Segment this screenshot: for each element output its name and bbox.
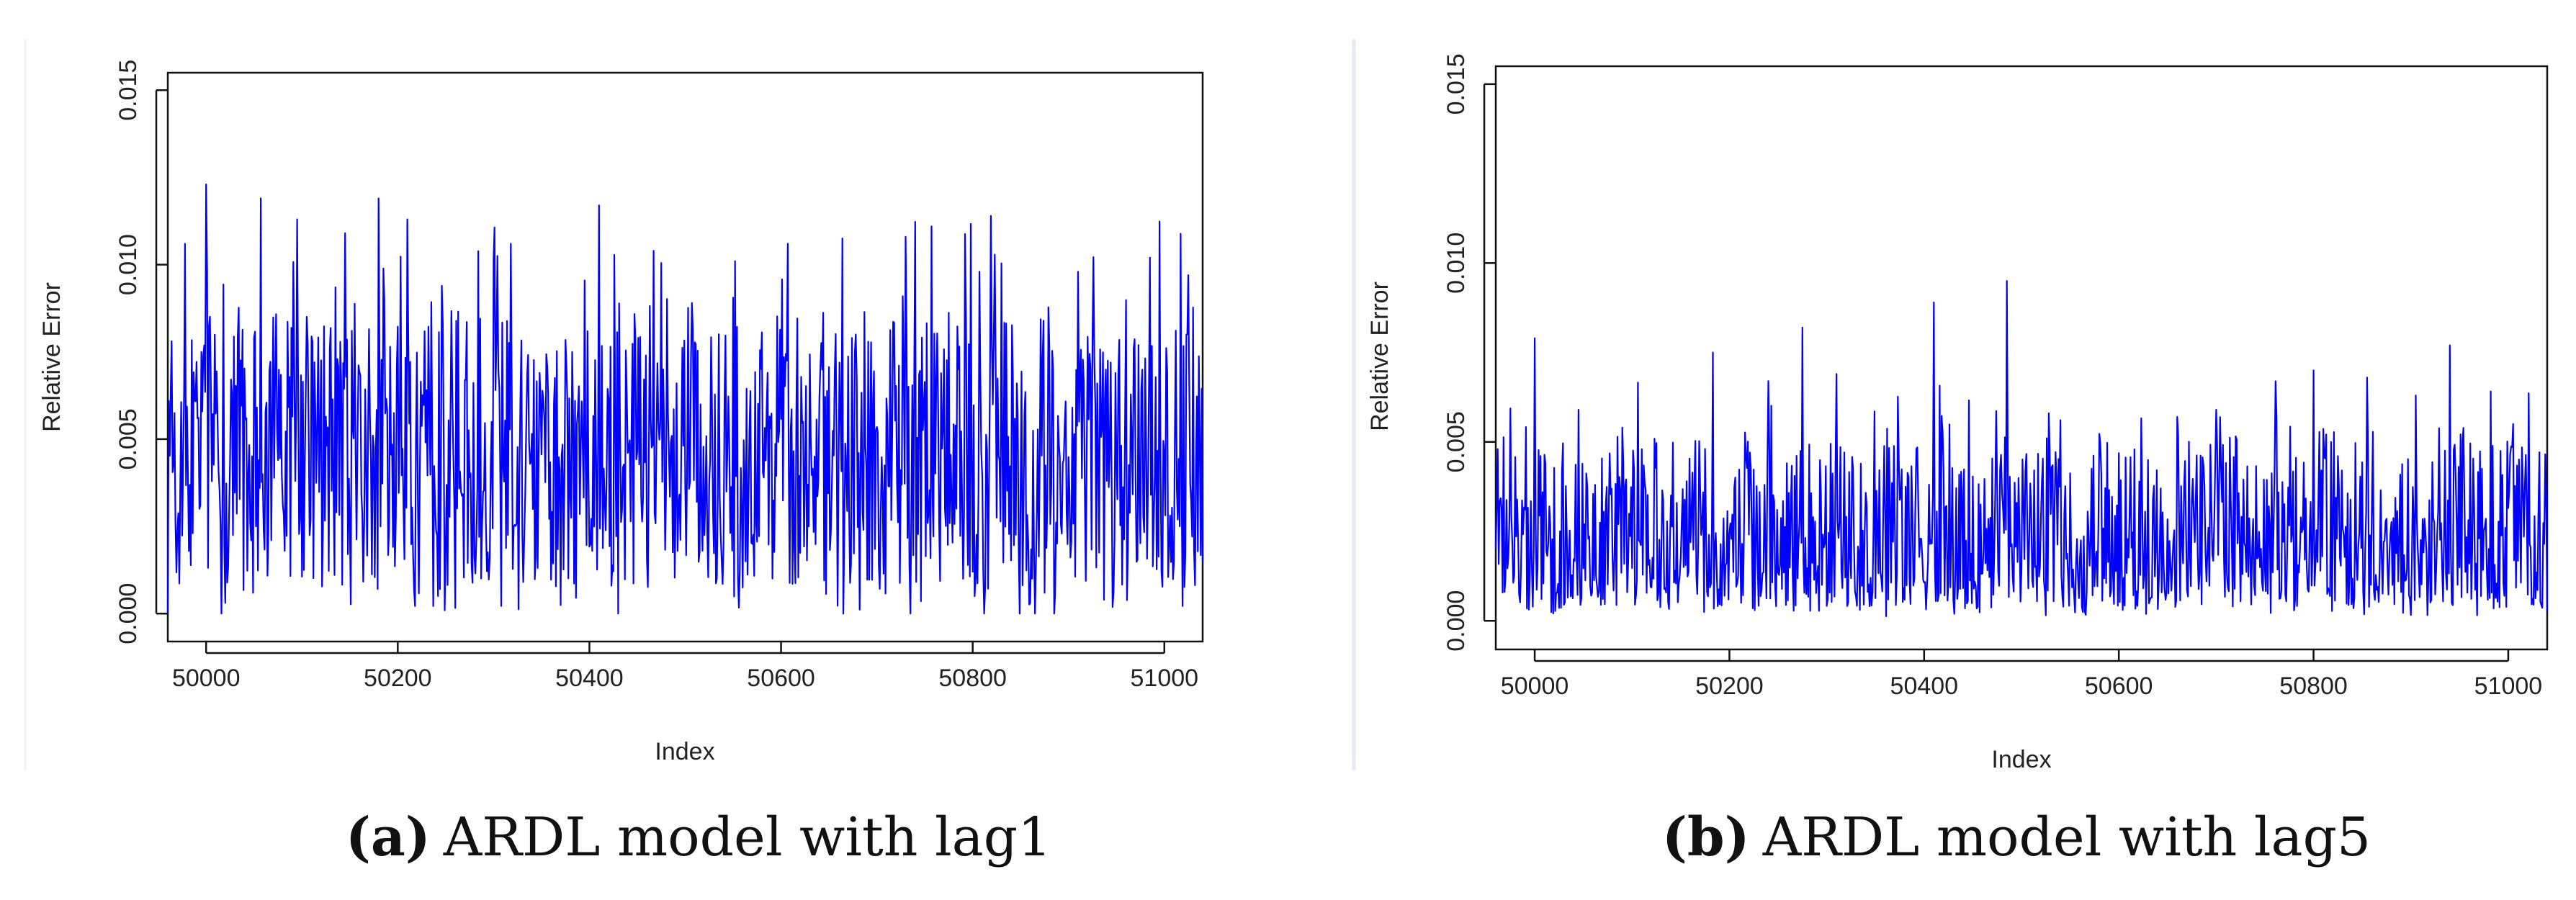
caption-tag-a: (a) <box>346 806 431 868</box>
y-tick-label: 0.015 <box>115 60 142 121</box>
y-axis-label-b: Relative Error <box>1366 282 1394 431</box>
x-tick-label: 50000 <box>1501 672 1569 700</box>
x-tick-label: 50800 <box>2279 672 2348 700</box>
caption-text-b: ARDL model with lag5 <box>1762 806 2371 868</box>
y-tick-label: 0.000 <box>1442 590 1470 652</box>
x-tick-label: 50600 <box>2085 672 2153 700</box>
plot-frame-b <box>1494 65 2549 651</box>
panel-a: 50000 50200 50400 50600 50800 51000 0.0000.00… <box>38 60 1204 868</box>
caption-b: (b) ARDL model with lag5 <box>1662 806 2371 868</box>
series-line-a <box>166 184 1204 615</box>
x-tick-label: 50000 <box>172 665 241 692</box>
x-tick-label: 51000 <box>2474 672 2543 700</box>
x-ticks-a: 50000 50200 50400 50600 50800 51000 <box>172 642 1198 692</box>
x-ticks-b: 50000 50200 50400 50600 50800 51000 <box>1501 649 2542 700</box>
y-tick-label: 0.005 <box>115 408 142 469</box>
y-ticks-a: 0.000 0.005 0.010 0.015 <box>115 60 168 644</box>
x-tick-label: 50800 <box>938 665 1007 692</box>
y-tick-label: 0.015 <box>1442 53 1470 114</box>
caption-tag-b: (b) <box>1662 806 1750 868</box>
x-axis-label-b: Index <box>1991 746 2051 773</box>
x-tick-label: 50600 <box>747 665 815 692</box>
x-tick-label: 50400 <box>1890 672 1959 700</box>
x-tick-label: 50200 <box>1695 672 1764 700</box>
y-tick-label: 0.005 <box>1442 411 1470 472</box>
y-ticks-b: 0.000 0.005 0.010 0.015 <box>1442 53 1496 652</box>
x-tick-label: 50400 <box>555 665 624 692</box>
series-line-b <box>1494 280 2549 617</box>
y-tick-label: 0.000 <box>115 583 142 644</box>
y-tick-label: 0.010 <box>115 234 142 295</box>
panel-b: 50000 50200 50400 50600 50800 51000 0.0000.00… <box>1366 53 2549 868</box>
caption-text-a: ARDL model with lag1 <box>443 806 1051 868</box>
plot-frame-a <box>166 71 1204 643</box>
x-tick-label: 51000 <box>1131 665 1199 692</box>
caption-a: (a) ARDL model with lag1 <box>346 806 1051 868</box>
y-tick-label: 0.010 <box>1442 233 1470 294</box>
x-tick-label: 50200 <box>364 665 432 692</box>
y-axis-label-a: Relative Error <box>38 282 66 432</box>
x-axis-label-a: Index <box>655 738 714 765</box>
